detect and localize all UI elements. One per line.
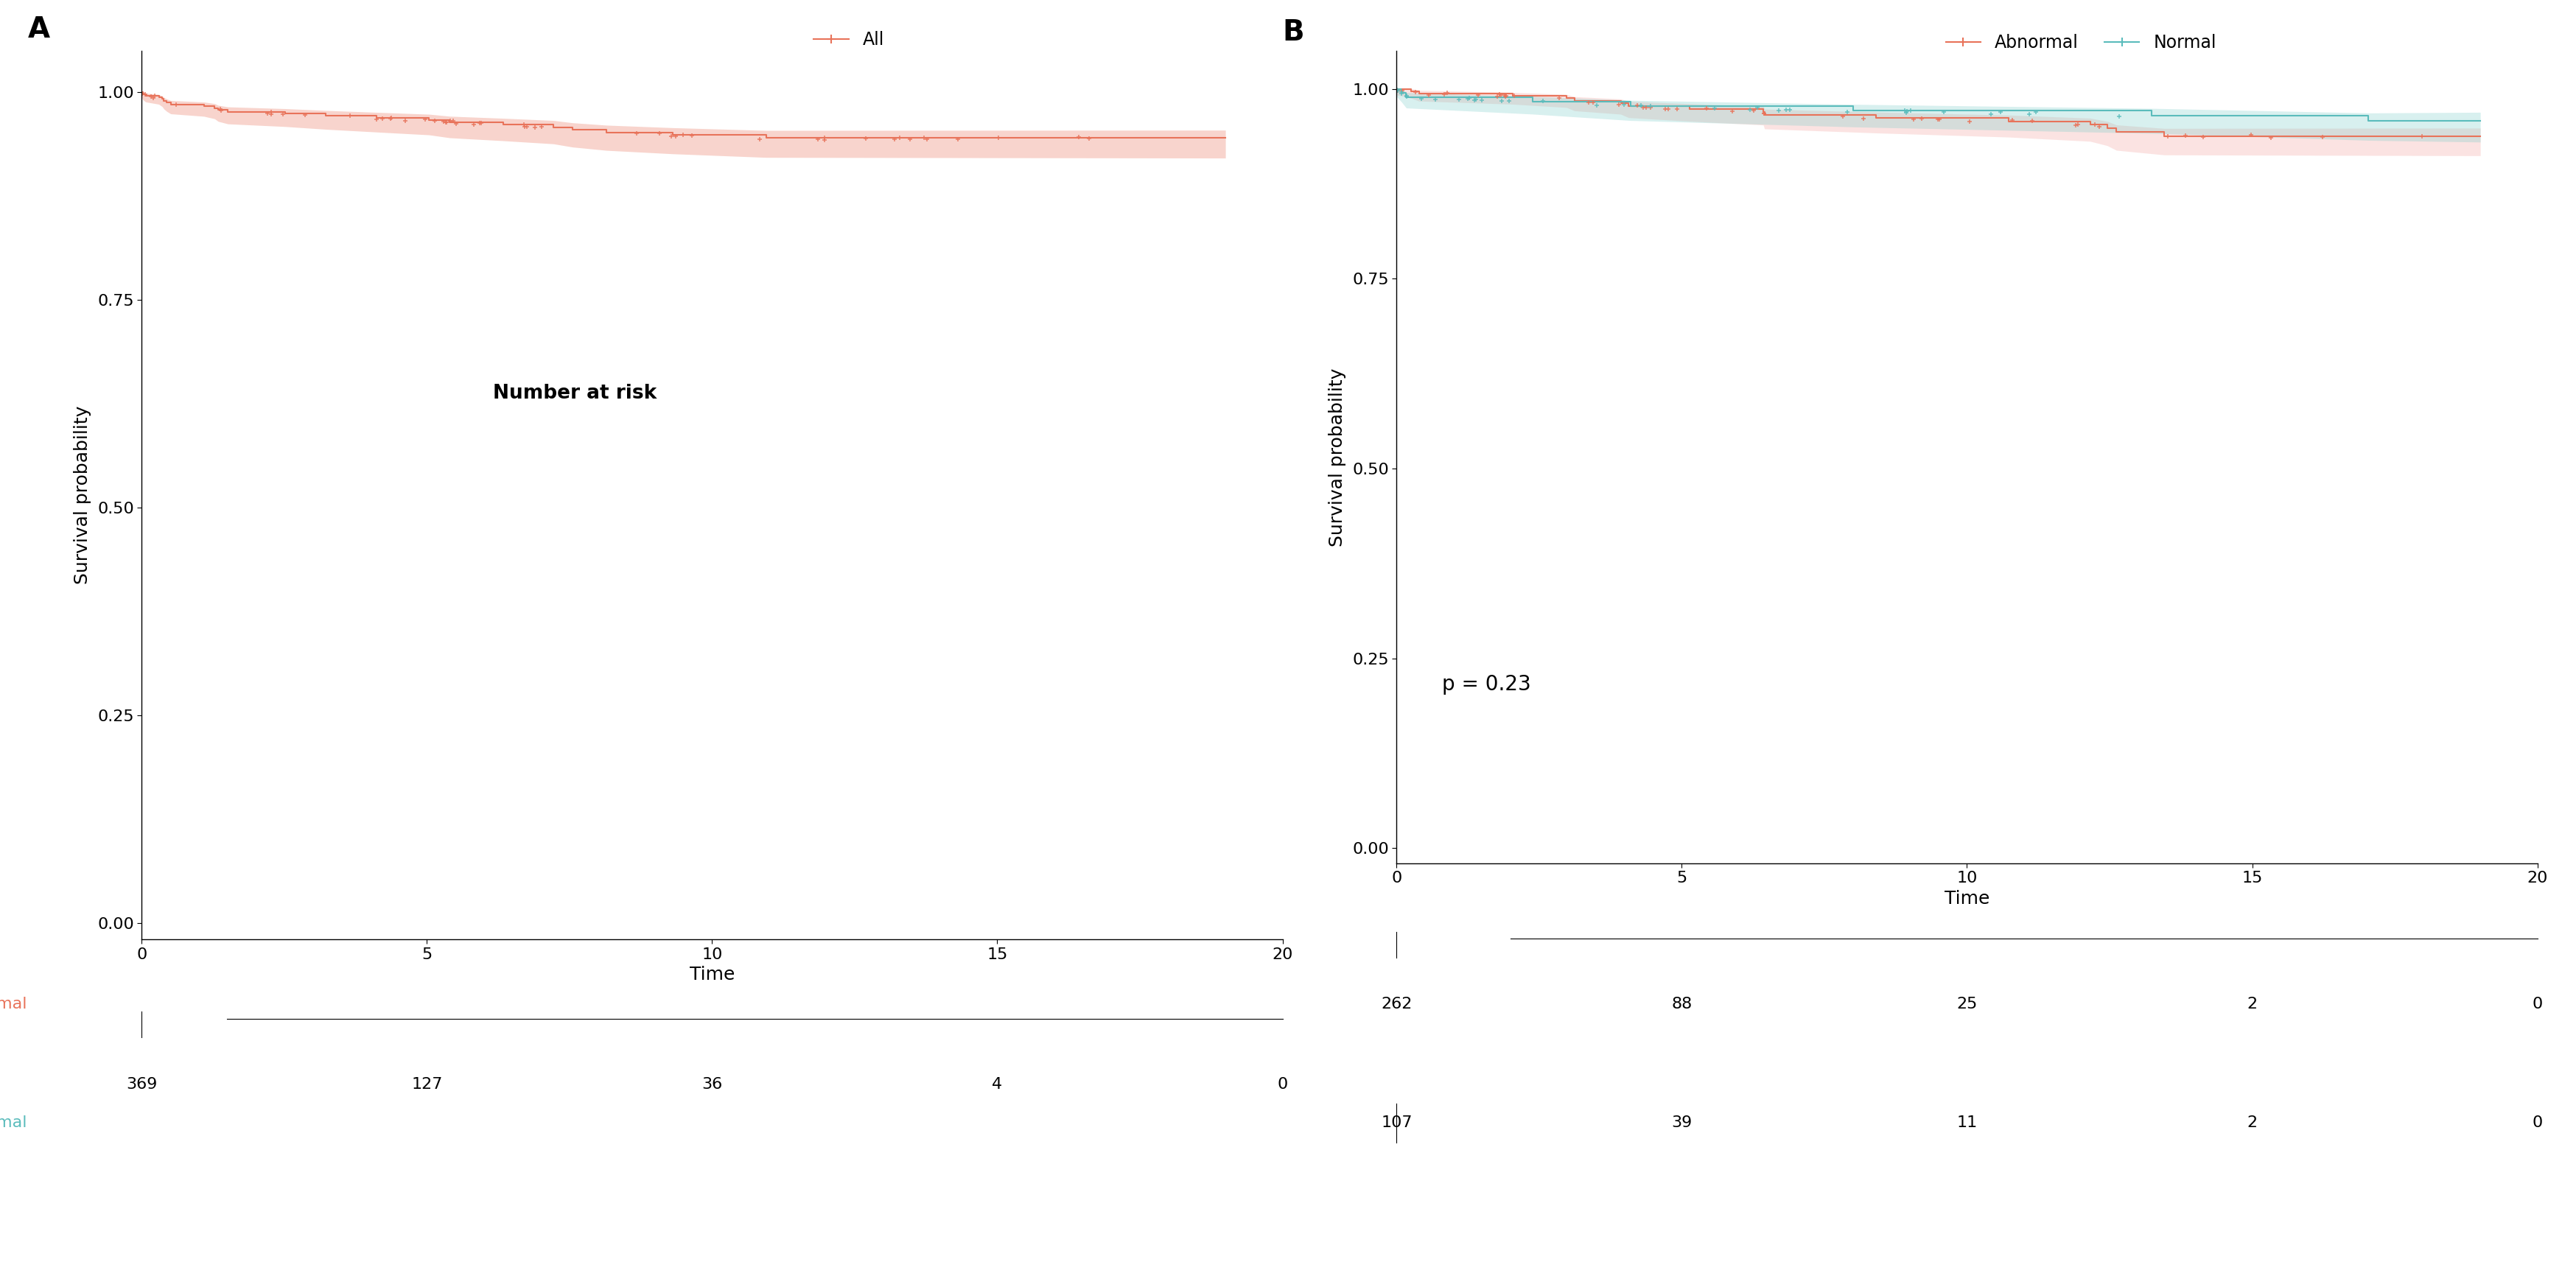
Text: Normal: Normal: [0, 1115, 28, 1130]
Text: A: A: [28, 15, 49, 43]
Text: 127: 127: [412, 1077, 443, 1092]
X-axis label: Time: Time: [1945, 890, 1989, 908]
Text: 25: 25: [1958, 997, 1978, 1012]
Text: 39: 39: [1672, 1115, 1692, 1130]
Text: 4: 4: [992, 1077, 1002, 1092]
Text: Number at risk: Number at risk: [492, 384, 657, 404]
Y-axis label: Survival probability: Survival probability: [1329, 368, 1347, 546]
X-axis label: Time: Time: [690, 966, 734, 984]
Text: Abnormal: Abnormal: [0, 997, 28, 1012]
Text: 88: 88: [1672, 997, 1692, 1012]
Text: p = 0.23: p = 0.23: [1443, 675, 1530, 695]
Y-axis label: Survival probability: Survival probability: [75, 406, 90, 584]
Legend: All: All: [806, 24, 891, 56]
Text: 369: 369: [126, 1077, 157, 1092]
Text: 107: 107: [1381, 1115, 1412, 1130]
Text: 2: 2: [2246, 1115, 2257, 1130]
Text: 2: 2: [2246, 997, 2257, 1012]
Text: 11: 11: [1958, 1115, 1978, 1130]
Text: 262: 262: [1381, 997, 1412, 1012]
Text: B: B: [1283, 18, 1303, 46]
Text: 36: 36: [701, 1077, 721, 1092]
Text: 0: 0: [2532, 997, 2543, 1012]
Text: 0: 0: [2532, 1115, 2543, 1130]
Text: 0: 0: [1278, 1077, 1288, 1092]
Legend: Abnormal, Normal: Abnormal, Normal: [1940, 27, 2223, 59]
